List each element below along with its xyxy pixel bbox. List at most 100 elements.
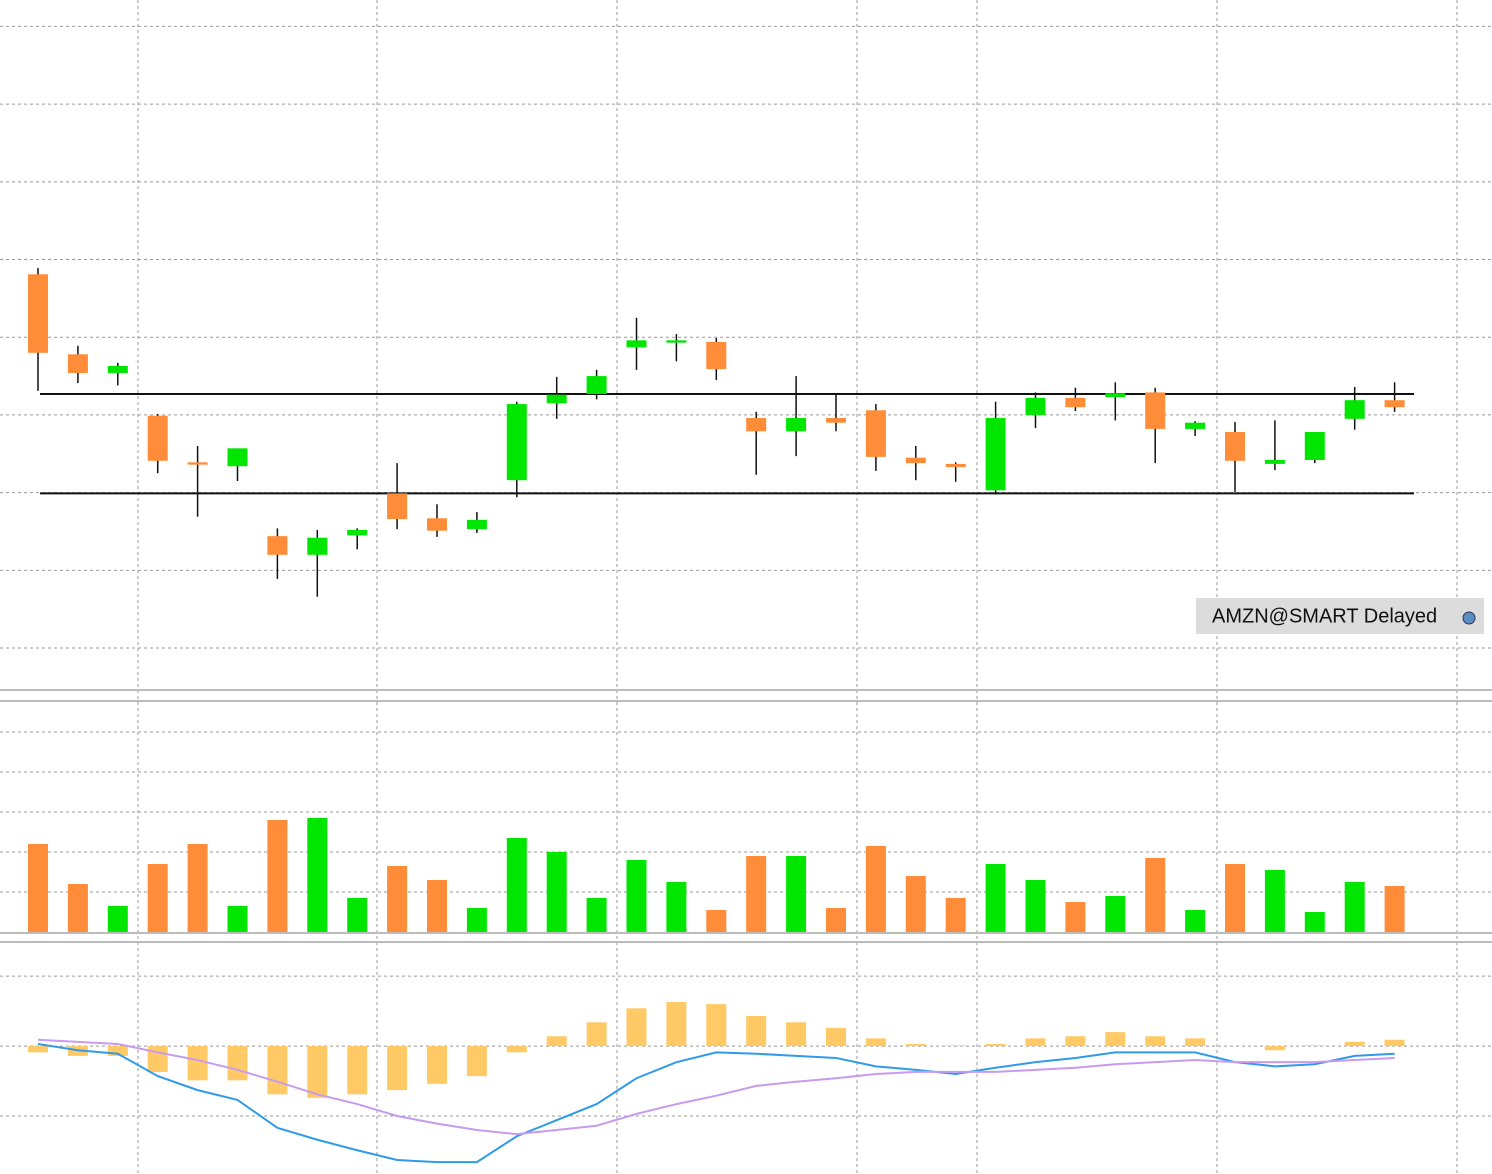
candle-body [427, 518, 447, 531]
volume-bar [1225, 864, 1245, 932]
candle-body [267, 536, 288, 555]
macd-histogram-bar [466, 1046, 487, 1077]
macd-histogram-bar [307, 1046, 328, 1098]
candle-body [347, 529, 368, 536]
volume-bar [1264, 870, 1285, 932]
macd-histogram-bar [227, 1046, 248, 1081]
candle-body [985, 418, 1006, 491]
macd-histogram-bar [1384, 1039, 1405, 1047]
candle-body [1185, 422, 1206, 429]
volume-bar [347, 898, 368, 932]
macd-histogram-bar [786, 1022, 807, 1047]
plot-layer [0, 25, 1492, 1164]
candle-body [1145, 392, 1166, 429]
volume-bar [1384, 886, 1405, 932]
macd-histogram-bar [865, 1038, 886, 1047]
candle-body [1105, 393, 1126, 398]
candle-body [387, 493, 408, 520]
macd-histogram-bar [1344, 1041, 1365, 1047]
volume-bar [267, 820, 288, 932]
candle-body [746, 418, 767, 432]
candle-body [1384, 400, 1405, 408]
macd-histogram-bar [666, 1002, 687, 1047]
volume-bar [586, 898, 607, 932]
candle-body [1065, 397, 1086, 408]
volume-bar [905, 876, 926, 932]
candle-body [1264, 460, 1285, 464]
candle-body [826, 418, 846, 423]
candle-body [1344, 400, 1365, 419]
globe-icon [1462, 611, 1476, 625]
volume-bar [387, 866, 408, 932]
candle-body [865, 410, 886, 457]
candle-body [227, 448, 248, 467]
macd-histogram-bar [187, 1046, 208, 1081]
macd-histogram-bar [1105, 1032, 1126, 1047]
macd-histogram-bar [985, 1043, 1006, 1047]
candle-body [187, 462, 208, 465]
candle-body [67, 354, 88, 373]
macd-histogram-bar [945, 1045, 966, 1047]
volume-bar [1185, 910, 1206, 932]
macd-histogram-bar [28, 1046, 48, 1053]
volume-bar [985, 864, 1006, 932]
volume-bar [307, 818, 328, 932]
volume-bar [1105, 896, 1126, 932]
volume-bar [227, 906, 248, 932]
macd-histogram-bar [267, 1046, 288, 1095]
macd-histogram-bar [905, 1043, 926, 1047]
candle-body [506, 404, 527, 481]
volume-bar [427, 880, 447, 932]
volume-bar [466, 908, 487, 932]
macd-histogram-bar [546, 1036, 567, 1047]
macd-histogram-bar [1145, 1036, 1166, 1047]
volume-bar [746, 856, 767, 932]
macd-histogram-bar [347, 1046, 368, 1095]
volume-bar [28, 844, 48, 932]
candle-body [1304, 432, 1325, 460]
volume-bar [706, 910, 727, 932]
macd-histogram-bar [746, 1016, 767, 1047]
candle-body [107, 365, 128, 373]
badge-text: AMZN@SMART Delayed [1212, 605, 1437, 627]
volume-bar [546, 852, 567, 932]
volume-bar [107, 906, 128, 932]
macd-line [37, 1038, 1395, 1136]
candle-body [307, 537, 328, 555]
status-badge: AMZN@SMART Delayed [1196, 598, 1484, 634]
volume-bar [67, 884, 88, 932]
volume-bar [826, 908, 846, 932]
macd-histogram-bar [506, 1046, 527, 1053]
volume-bar [945, 898, 966, 932]
candle-body [466, 519, 487, 530]
macd-histogram-bar [387, 1046, 408, 1091]
volume-bar [506, 838, 527, 932]
volume-bar [187, 844, 208, 932]
vertical-grid [137, 0, 1458, 1174]
candle-body [1225, 432, 1245, 461]
candle-body [586, 376, 607, 394]
candle-body [706, 341, 727, 370]
macd-line [37, 1042, 1395, 1164]
candle-body [786, 418, 807, 432]
volume-bar [147, 864, 168, 932]
volume-bar [1025, 880, 1046, 932]
macd-histogram-bar [1264, 1046, 1285, 1051]
candle-body [1025, 397, 1046, 415]
macd-histogram-bar [1185, 1038, 1206, 1047]
macd-histogram-bar [107, 1046, 128, 1056]
volume-bar [1304, 912, 1325, 932]
macd-histogram-bar [1065, 1036, 1086, 1047]
candle-body [147, 415, 168, 461]
badge-background [1196, 598, 1484, 634]
volume-bar [666, 882, 687, 932]
volume-bar [1145, 858, 1166, 932]
volume-bar [626, 860, 647, 932]
macd-histogram-bar [586, 1022, 607, 1047]
volume-bar [1344, 882, 1365, 932]
candle-body [905, 457, 926, 464]
volume-bar [786, 856, 807, 932]
volume-bar [865, 846, 886, 932]
macd-histogram-bar [826, 1027, 846, 1047]
